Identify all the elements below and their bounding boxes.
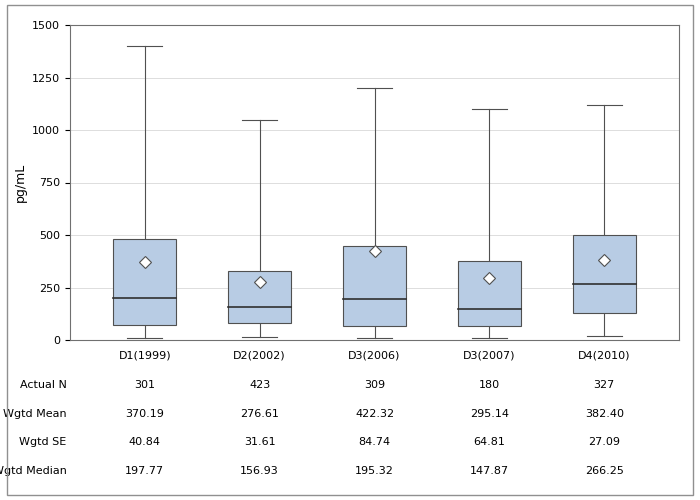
Text: 295.14: 295.14 <box>470 408 509 418</box>
Text: 423: 423 <box>249 380 270 390</box>
Bar <box>228 270 291 323</box>
Bar <box>573 235 636 312</box>
Text: 309: 309 <box>364 380 385 390</box>
Text: 370.19: 370.19 <box>125 408 164 418</box>
Text: 40.84: 40.84 <box>129 438 161 448</box>
Text: 327: 327 <box>594 380 615 390</box>
Bar <box>343 246 406 326</box>
Text: 197.77: 197.77 <box>125 466 164 476</box>
Text: Wgtd Mean: Wgtd Mean <box>3 408 66 418</box>
Y-axis label: pg/mL: pg/mL <box>13 163 27 202</box>
Text: 276.61: 276.61 <box>240 408 279 418</box>
Text: 64.81: 64.81 <box>473 438 505 448</box>
Text: 31.61: 31.61 <box>244 438 275 448</box>
Text: D4(2010): D4(2010) <box>578 351 631 361</box>
Text: Wgtd SE: Wgtd SE <box>20 438 66 448</box>
Text: 180: 180 <box>479 380 500 390</box>
Text: D1(1999): D1(1999) <box>118 351 171 361</box>
Text: Actual N: Actual N <box>20 380 66 390</box>
Text: D3(2007): D3(2007) <box>463 351 516 361</box>
Text: 147.87: 147.87 <box>470 466 509 476</box>
Text: Wgtd Median: Wgtd Median <box>0 466 66 476</box>
Text: 422.32: 422.32 <box>355 408 394 418</box>
Bar <box>113 239 176 326</box>
Text: 382.40: 382.40 <box>584 408 624 418</box>
Text: 266.25: 266.25 <box>585 466 624 476</box>
Text: D2(2002): D2(2002) <box>233 351 286 361</box>
Text: 301: 301 <box>134 380 155 390</box>
Bar <box>458 261 521 326</box>
Text: 84.74: 84.74 <box>358 438 391 448</box>
Text: D3(2006): D3(2006) <box>349 351 400 361</box>
Text: 156.93: 156.93 <box>240 466 279 476</box>
Text: 27.09: 27.09 <box>588 438 620 448</box>
Text: 195.32: 195.32 <box>355 466 394 476</box>
